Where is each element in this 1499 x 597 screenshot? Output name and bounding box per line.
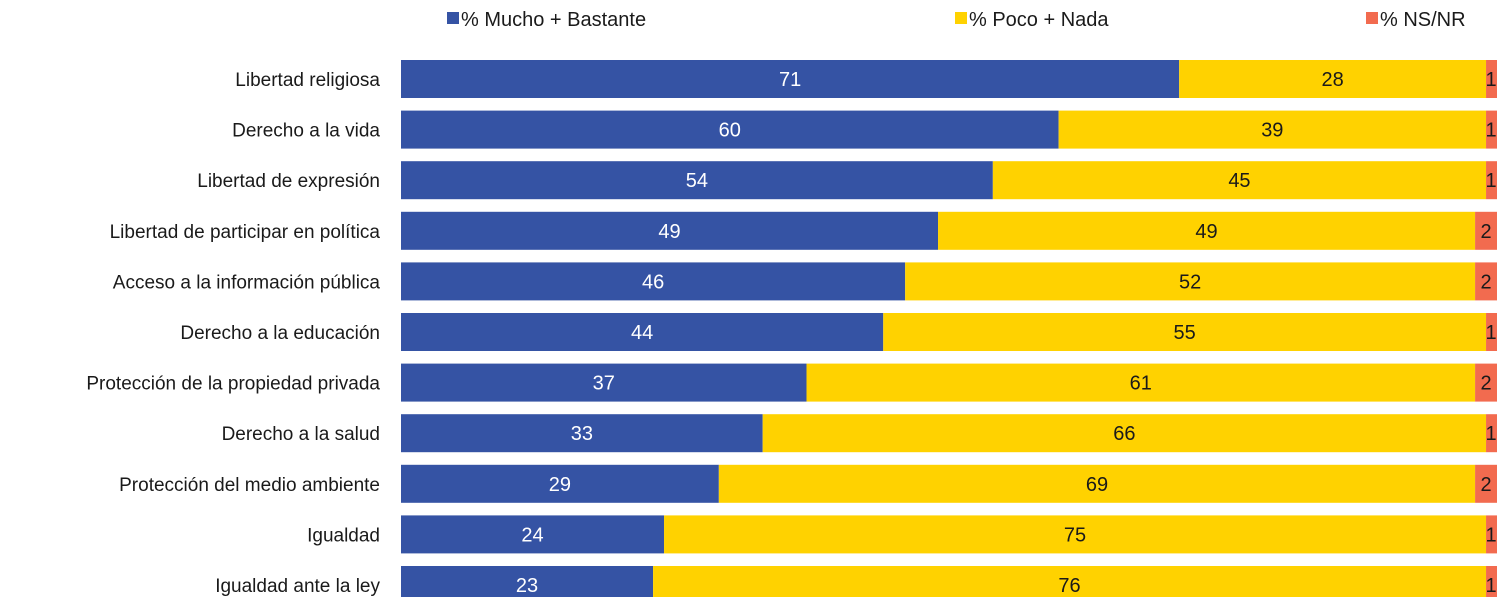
bar-segment-poco-nada <box>938 211 1476 250</box>
legend-label-ns-nr: % NS/NR <box>1380 9 1466 31</box>
value-label-poco-nada: 55 <box>1174 322 1196 344</box>
category-label-libertad-de-expresion: Libertad de expresión <box>197 171 380 192</box>
bar-row-derecho-a-la-salud: 33 66 1 <box>401 414 1497 453</box>
value-label-poco-nada: 61 <box>1130 373 1152 395</box>
value-label-mucho-bastante: 49 <box>658 221 680 243</box>
bar-segment-ns-nr <box>1486 515 1497 554</box>
bar-segment-ns-nr <box>1475 262 1497 301</box>
bar-segment-mucho-bastante <box>401 262 906 301</box>
bar-row-derecho-a-la-educacion: 44 55 1 <box>401 313 1497 351</box>
bar-segment-ns-nr <box>1475 464 1497 503</box>
value-label-poco-nada: 49 <box>1195 221 1217 243</box>
value-label-ns-nr: 1 <box>1485 423 1496 445</box>
value-label-ns-nr: 1 <box>1485 575 1496 597</box>
value-label-mucho-bastante: 54 <box>686 170 708 192</box>
bar-segment-ns-nr <box>1486 60 1497 98</box>
legend-swatch-mucho-bastante <box>447 12 459 24</box>
bar-segment-mucho-bastante <box>401 515 665 554</box>
value-label-ns-nr: 1 <box>1485 524 1496 546</box>
value-label-mucho-bastante: 33 <box>571 423 593 445</box>
value-label-ns-nr: 1 <box>1485 170 1496 192</box>
category-label-proteccion-del-medio-ambiente: Protección del medio ambiente <box>119 475 380 496</box>
bar-row-igualdad-ante-la-ley: 23 76 1 <box>401 566 1497 597</box>
bar-segment-poco-nada <box>1058 110 1487 149</box>
bar-segment-ns-nr <box>1486 110 1497 149</box>
bar-segment-poco-nada <box>653 566 1487 597</box>
bar-segment-mucho-bastante <box>401 110 1059 149</box>
value-label-ns-nr: 1 <box>1485 120 1496 142</box>
value-label-ns-nr: 1 <box>1485 322 1496 344</box>
value-label-ns-nr: 2 <box>1480 474 1491 496</box>
category-label-libertad-de-participar-en-politica: Libertad de participar en política <box>110 222 381 243</box>
value-label-mucho-bastante: 24 <box>521 524 543 546</box>
category-label-acceso-a-la-informacion-publica: Acceso a la información pública <box>113 272 381 293</box>
bar-segment-poco-nada <box>762 414 1487 453</box>
bar-segment-mucho-bastante <box>401 566 654 597</box>
bar-row-proteccion-del-medio-ambiente: 29 69 2 <box>401 464 1497 503</box>
bar-segment-poco-nada <box>883 313 1487 351</box>
legend-swatch-poco-nada <box>955 12 967 24</box>
bar-segment-poco-nada <box>806 363 1476 402</box>
bar-segment-mucho-bastante <box>401 161 993 200</box>
bar-segment-poco-nada <box>718 464 1476 503</box>
bar-segment-poco-nada <box>905 262 1476 301</box>
bar-row-proteccion-de-la-propiedad-privada: 37 61 2 <box>401 363 1497 402</box>
bar-row-derecho-a-la-vida: 60 39 1 <box>401 110 1497 149</box>
bar-segment-ns-nr <box>1486 414 1497 453</box>
legend-label-poco-nada: % Poco + Nada <box>969 9 1109 31</box>
bar-segment-mucho-bastante <box>401 211 939 250</box>
bar-segment-mucho-bastante <box>401 60 1180 98</box>
bar-segment-ns-nr <box>1475 363 1497 402</box>
value-label-mucho-bastante: 46 <box>642 271 664 293</box>
bar-row-igualdad: 24 75 1 <box>401 515 1497 554</box>
bar-segment-ns-nr <box>1475 211 1497 250</box>
bar-row-libertad-de-participar-en-politica: 49 49 2 <box>401 211 1497 250</box>
bars: 71 28 1 60 39 1 54 45 1 49 49 2 46 52 2 44 55 1 37 61 2 33 66 1… <box>401 60 1497 597</box>
bar-segment-poco-nada <box>664 515 1487 554</box>
category-label-igualdad: Igualdad <box>307 525 380 546</box>
value-label-ns-nr: 2 <box>1480 373 1491 395</box>
bar-segment-mucho-bastante <box>401 414 763 453</box>
category-label-libertad-religiosa: Libertad religiosa <box>235 70 380 91</box>
bar-row-libertad-de-expresion: 54 45 1 <box>401 161 1497 200</box>
category-label-derecho-a-la-educacion: Derecho a la educación <box>180 323 380 344</box>
value-label-ns-nr: 1 <box>1485 69 1496 91</box>
bar-segment-mucho-bastante <box>401 313 884 351</box>
bar-segment-poco-nada <box>1179 60 1487 98</box>
category-label-proteccion-de-la-propiedad-privada: Protección de la propiedad privada <box>86 374 380 395</box>
legend-swatch-ns-nr <box>1366 12 1378 24</box>
value-label-mucho-bastante: 71 <box>779 69 801 91</box>
value-label-poco-nada: 45 <box>1228 170 1250 192</box>
value-label-poco-nada: 66 <box>1113 423 1135 445</box>
value-label-poco-nada: 76 <box>1058 575 1080 597</box>
value-label-mucho-bastante: 23 <box>516 575 538 597</box>
bar-segment-poco-nada <box>992 161 1487 200</box>
bar-segment-ns-nr <box>1486 566 1497 597</box>
value-label-ns-nr: 2 <box>1480 271 1491 293</box>
bar-segment-ns-nr <box>1486 161 1497 200</box>
bar-row-acceso-a-la-informacion-publica: 46 52 2 <box>401 262 1497 301</box>
value-label-mucho-bastante: 60 <box>719 120 741 142</box>
category-label-derecho-a-la-salud: Derecho a la salud <box>222 424 380 445</box>
category-labels: Libertad religiosa Derecho a la vida Liber… <box>86 70 380 597</box>
value-label-poco-nada: 69 <box>1086 474 1108 496</box>
value-label-mucho-bastante: 37 <box>593 373 615 395</box>
value-label-poco-nada: 39 <box>1261 120 1283 142</box>
bar-row-libertad-religiosa: 71 28 1 <box>401 60 1497 98</box>
value-label-poco-nada: 75 <box>1064 524 1086 546</box>
legend: % Mucho + Bastante % Poco + Nada % NS/NR <box>447 9 1466 31</box>
value-label-mucho-bastante: 29 <box>549 474 571 496</box>
bar-segment-mucho-bastante <box>401 363 807 402</box>
bar-segment-mucho-bastante <box>401 464 719 503</box>
value-label-poco-nada: 52 <box>1179 271 1201 293</box>
legend-label-mucho-bastante: % Mucho + Bastante <box>461 9 646 31</box>
value-label-poco-nada: 28 <box>1321 69 1343 91</box>
value-label-ns-nr: 2 <box>1480 221 1491 243</box>
category-label-igualdad-ante-la-ley: Igualdad ante la ley <box>215 576 380 597</box>
value-label-mucho-bastante: 44 <box>631 322 653 344</box>
category-label-derecho-a-la-vida: Derecho a la vida <box>232 121 380 142</box>
bar-segment-ns-nr <box>1486 313 1497 351</box>
